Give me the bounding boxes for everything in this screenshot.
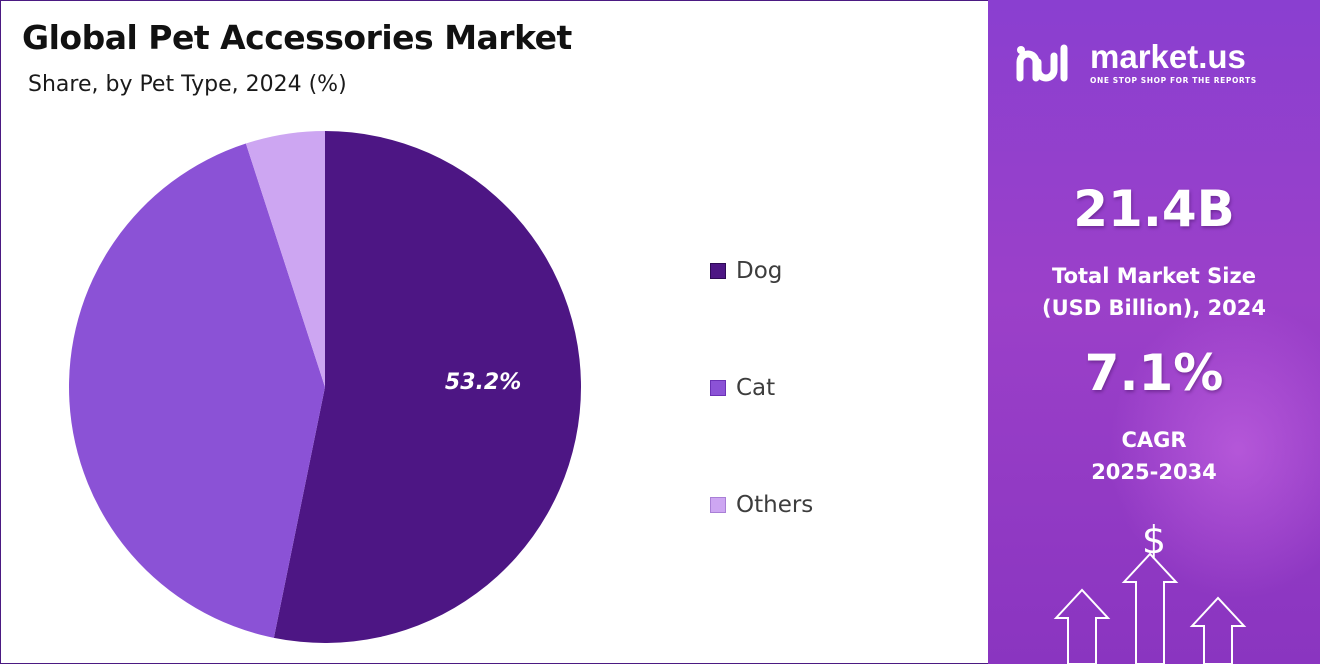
cagr-value: 7.1% [1084, 344, 1224, 402]
brand-logo: market.us ONE STOP SHOP FOR THE REPORTS [1016, 40, 1257, 85]
pie-label-dog: 53.2% [445, 370, 521, 395]
legend-item-others: Others [710, 492, 813, 518]
background-glow [1108, 300, 1320, 600]
pie-slice-dog [273, 131, 582, 643]
legend-swatch-others [710, 497, 726, 513]
legend-label-dog: Dog [736, 258, 783, 284]
brand-name: market.us [1090, 38, 1246, 75]
legend-swatch-cat [710, 380, 726, 396]
cagr-label-line2: 2025-2034 [1091, 460, 1217, 484]
legend-swatch-dog [710, 263, 726, 279]
legend-label-cat: Cat [736, 375, 776, 401]
chart-panel: Global Pet Accessories Market Share, by … [22, 18, 813, 643]
market-us-logo-icon [1016, 44, 1068, 81]
market-size-label-line2: (USD Billion), 2024 [1041, 296, 1267, 320]
chart-title: Global Pet Accessories Market [22, 18, 572, 57]
chart-subtitle: Share, by Pet Type, 2024 (%) [28, 72, 347, 97]
brand-text: market.us ONE STOP SHOP FOR THE REPORTS [1090, 38, 1257, 86]
market-size-label-line1: Total Market Size [1052, 264, 1256, 288]
legend-label-others: Others [736, 492, 814, 518]
dollar-icon: $ [1141, 518, 1167, 562]
legend-item-cat: Cat [710, 375, 775, 401]
cagr-label-line1: CAGR [1121, 428, 1187, 452]
legend-item-dog: Dog [710, 258, 782, 284]
market-size-value: 21.4B [1073, 180, 1235, 238]
pie-slice-others [245, 131, 325, 387]
growth-arrows-icon [1053, 552, 1247, 664]
brand-tagline: ONE STOP SHOP FOR THE REPORTS [1090, 76, 1257, 85]
pie-chart: 53.2% [68, 131, 582, 643]
pie-slice-cat [68, 143, 325, 638]
stats-sidebar: market.us ONE STOP SHOP FOR THE REPORTS … [988, 0, 1320, 664]
